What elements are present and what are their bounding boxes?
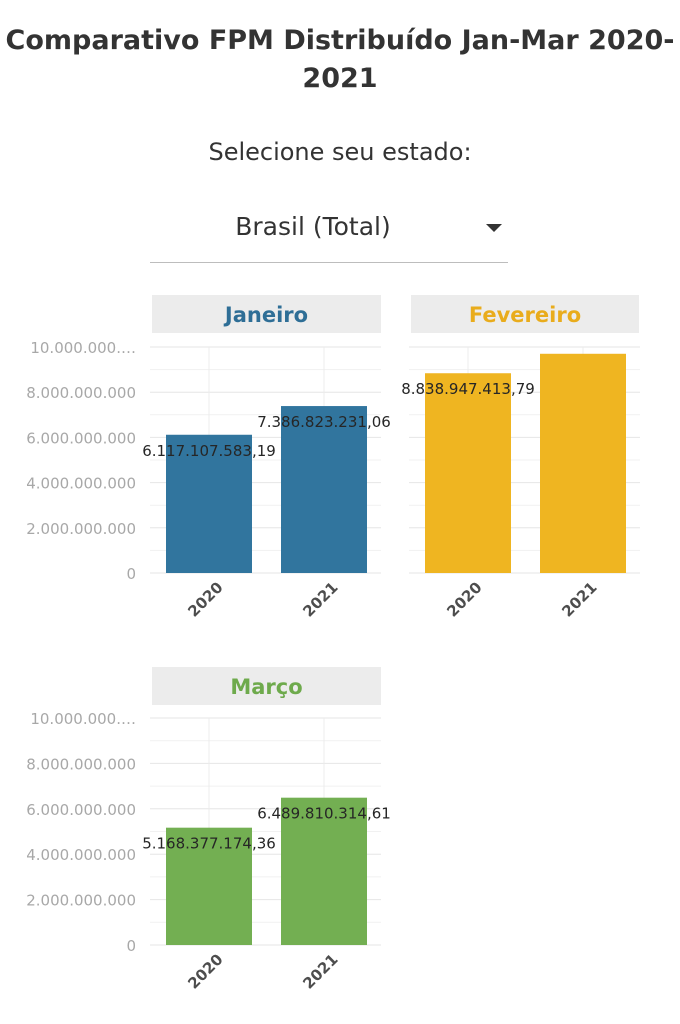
panel-1-y-tick-label: 2.000.000.000 [26, 520, 136, 538]
page-title: Comparativo FPM Distribuído Jan-Mar 2020… [5, 25, 675, 94]
panel-1-title: Janeiro [223, 303, 308, 327]
panel-3-header [152, 667, 381, 705]
panel-3-y-tick-label: 2.000.000.000 [26, 892, 136, 910]
panel-3-x-tick-label: 2020 [184, 950, 226, 992]
panel-2-x-tick-label: 2021 [558, 578, 600, 620]
panel-3-bar-2020 [166, 827, 252, 945]
panel-1-bar-2020 [166, 434, 252, 573]
panel-1-y-tick-label: 0 [126, 565, 136, 583]
panel-3-y-tick-label: 8.000.000.000 [26, 755, 136, 773]
panel-2-title: Fevereiro [469, 303, 581, 327]
panel-3-value-label-2020: 5.168.377.174,36 [142, 835, 276, 853]
panel-1-header [152, 295, 381, 333]
panel-2-bar-2021 [540, 353, 626, 573]
panel-1-y-tick-label: 6.000.000.000 [26, 429, 136, 447]
state-dropdown[interactable]: Brasil (Total) [150, 198, 508, 263]
panel-3-x-tick-label: 2021 [299, 950, 341, 992]
panel-1-value-label-2021: 7.386.823.231,06 [257, 413, 391, 431]
panel-1-value-label-2020: 6.117.107.583,19 [142, 442, 276, 460]
state-select-label: Selecione seu estado: [208, 138, 472, 166]
panel-3-value-label-2021: 6.489.810.314,61 [257, 805, 391, 823]
state-dropdown-value: Brasil (Total) [235, 212, 391, 241]
panel-2-value-label-2020: 8.838.947.413,79 [401, 380, 535, 398]
panel-2-bar-2020 [425, 373, 511, 573]
panel-1-x-tick-label: 2021 [299, 578, 341, 620]
panel-3-bar-2021 [281, 797, 367, 945]
panel-2-header [411, 295, 639, 333]
panel-3-title: Março [230, 675, 302, 699]
panel-1-y-tick-label: 4.000.000.000 [26, 475, 136, 493]
panel-3-y-tick-label: 0 [126, 937, 136, 955]
panel-1-x-tick-label: 2020 [184, 578, 226, 620]
panel-1-y-tick-label: 8.000.000.000 [26, 384, 136, 402]
panel-1-y-tick-label: 10.000.000.… [30, 339, 136, 357]
panel-1-bar-2021 [281, 406, 367, 573]
panel-3-y-tick-label: 4.000.000.000 [26, 846, 136, 864]
panel-3-y-tick-label: 10.000.000.… [30, 710, 136, 728]
panel-3-y-tick-label: 6.000.000.000 [26, 801, 136, 819]
caret-down-icon[interactable] [486, 224, 502, 232]
panel-2-x-tick-label: 2020 [443, 578, 485, 620]
